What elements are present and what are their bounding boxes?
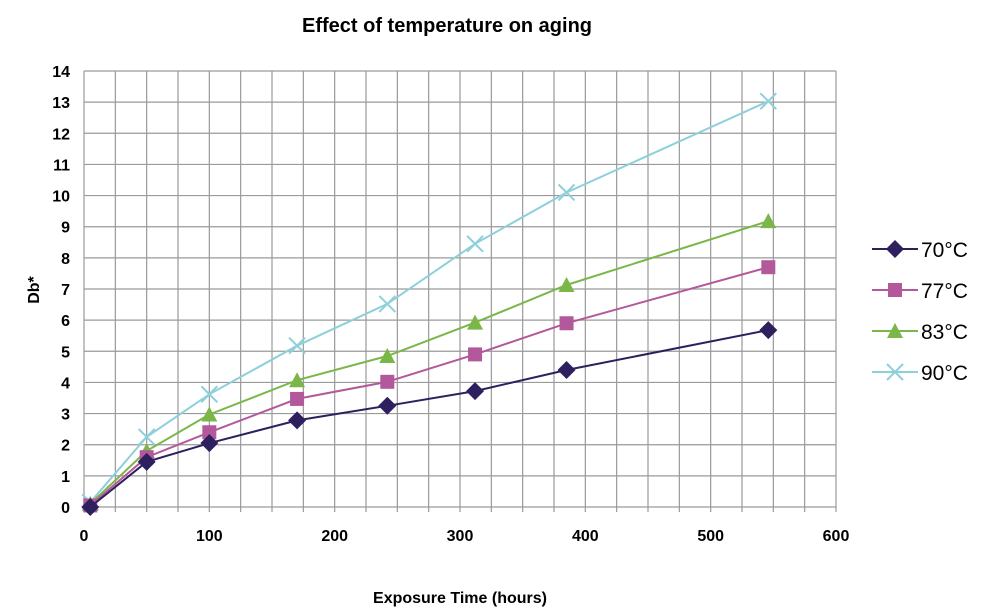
series-layer: [81, 92, 778, 516]
y-tick-label: 10: [52, 189, 70, 206]
data-point: [558, 276, 575, 292]
data-point: [557, 360, 576, 379]
data-point: [289, 372, 306, 388]
series-line: [89, 220, 769, 505]
legend-item: 70°C: [872, 239, 968, 262]
data-point: [380, 374, 395, 389]
data-point: [378, 396, 397, 415]
y-tick-label: 11: [53, 157, 70, 174]
data-point: [559, 316, 574, 331]
legend-label: 70°C: [921, 239, 968, 262]
x-tick-label: 0: [80, 528, 89, 545]
legend-marker: [886, 240, 904, 258]
x-tick-labels: 0 100 200 300 400 500 600: [80, 528, 850, 545]
y-tick-label: 14: [52, 64, 70, 81]
data-point: [761, 260, 776, 275]
data-point: [378, 295, 397, 313]
y-axis-title: Db*: [26, 275, 43, 303]
y-tick-label: 4: [61, 375, 70, 392]
series-line: [89, 100, 769, 503]
x-tick-label: 600: [823, 528, 850, 545]
x-tick-label: 500: [697, 528, 724, 545]
data-point: [201, 406, 218, 422]
legend-item: 83°C: [872, 321, 968, 344]
data-point: [760, 213, 777, 229]
x-tick-label: 400: [572, 528, 599, 545]
x-tick-label: 200: [321, 528, 348, 545]
data-point: [466, 235, 484, 253]
data-point: [290, 391, 305, 406]
y-tick-label: 2: [61, 438, 70, 455]
y-tick-label: 1: [61, 469, 70, 486]
legend-marker: [887, 323, 903, 338]
legend-label: 83°C: [921, 321, 968, 344]
y-tick-label: 5: [61, 344, 70, 361]
x-axis-title: Exposure Time (hours): [373, 590, 547, 607]
series-1: [83, 260, 776, 513]
y-tick-label: 6: [61, 313, 70, 330]
legend-item: 90°C: [872, 362, 968, 385]
data-point: [288, 336, 306, 355]
legend-label: 90°C: [921, 362, 968, 385]
data-point: [137, 452, 156, 471]
series-line: [89, 329, 769, 508]
x-tick-label: 100: [196, 528, 223, 545]
data-point: [288, 411, 307, 430]
legend-label: 77°C: [921, 280, 968, 303]
data-point: [200, 385, 219, 403]
legend-item: 77°C: [872, 280, 968, 303]
legend-marker: [888, 283, 902, 297]
y-tick-label: 8: [61, 251, 70, 268]
y-tick-label: 12: [52, 126, 70, 143]
y-tick-label: 0: [61, 500, 70, 517]
data-point: [468, 347, 483, 362]
data-point: [466, 382, 485, 401]
y-tick-label: 7: [61, 282, 70, 299]
chart-title: Effect of temperature on aging: [302, 15, 592, 37]
data-point: [200, 434, 219, 453]
y-tick-label: 9: [61, 220, 70, 237]
series-line: [89, 266, 769, 507]
data-point: [759, 321, 778, 340]
grid: [83, 70, 837, 512]
data-point: [467, 314, 484, 330]
data-point: [81, 498, 100, 516]
data-point: [137, 428, 156, 446]
data-point: [379, 347, 396, 363]
legend: 70°C 77°C 83°C 90°C: [872, 239, 968, 385]
data-point: [557, 183, 576, 202]
series-3: [81, 92, 778, 512]
x-tick-label: 300: [447, 528, 474, 545]
y-tick-label: 13: [52, 95, 70, 112]
legend-marker: [886, 363, 904, 381]
series-0: [81, 321, 778, 516]
y-tick-label: 3: [61, 407, 70, 424]
data-point: [759, 92, 778, 110]
data-point: [202, 425, 217, 440]
